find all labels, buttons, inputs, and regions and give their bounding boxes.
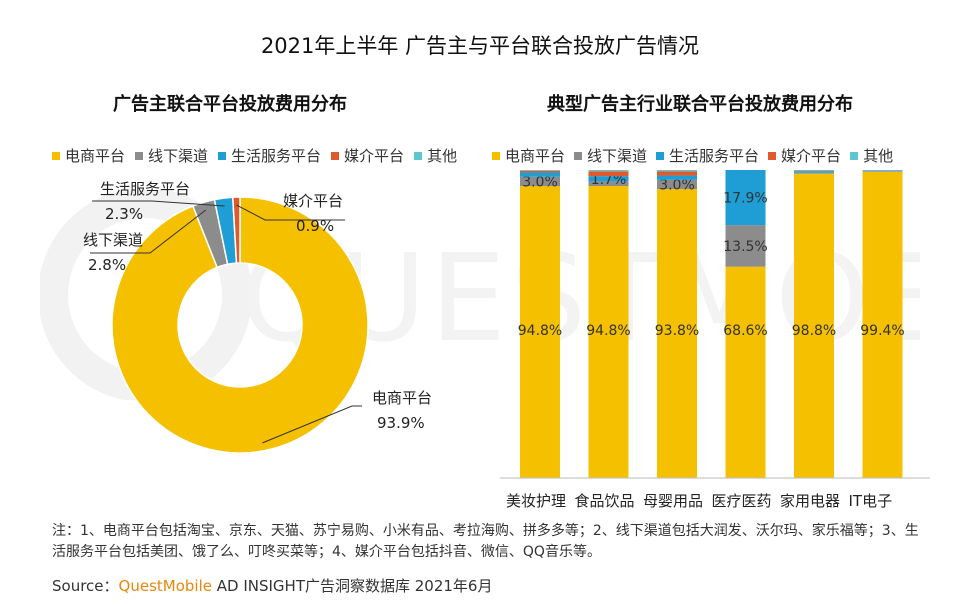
bar-segment (862, 171, 903, 478)
bar-segment (588, 171, 629, 177)
bar-value-label: 93.8% (655, 323, 699, 339)
bar-segment (725, 266, 766, 478)
bar-category-label: 母婴用品 (643, 492, 704, 510)
legend-swatch (414, 151, 423, 160)
legend-swatch (218, 151, 227, 160)
pie-slice (111, 196, 369, 454)
bar-value-label: 94.8% (518, 323, 562, 339)
bar-segment (794, 173, 834, 479)
bar-segment (657, 189, 697, 478)
pie-leader-line (262, 405, 362, 444)
legend-label: 电商平台 (65, 147, 126, 165)
bar-segment (794, 172, 834, 174)
pie-leader-line (90, 209, 207, 254)
pie-legend-item: 电商平台 (52, 145, 125, 166)
bar-legend-item: 电商平台 (492, 145, 565, 166)
legend-swatch (52, 151, 60, 160)
bar-legend-item: 线下渠道 (574, 145, 647, 166)
pie-legend: 电商平台 线下渠道 生活服务平台 媒介平台 其他 (52, 145, 457, 166)
legend-swatch (656, 151, 665, 160)
bar-legend: 电商平台 线下渠道 生活服务平台 媒介平台 其他 (492, 145, 893, 166)
legend-label: 生活服务平台 (231, 147, 322, 165)
bar-segment (588, 186, 629, 479)
bar-segment (794, 171, 834, 173)
pie-slice (231, 196, 241, 264)
bar-chart: 94.8%3.0%94.8%1.7%93.8%3.0%68.6%13.5%17.… (500, 170, 930, 479)
bar-category-label: 医疗医药 (711, 492, 772, 510)
legend-swatch (768, 151, 777, 160)
pie-leader-line (92, 200, 225, 207)
legend-swatch (574, 151, 583, 160)
bar-value-label: 3.0% (659, 177, 695, 193)
bar-category-label: 食品饮品 (574, 492, 635, 510)
bar-legend-item: 媒介平台 (768, 145, 841, 166)
bar-category-label: IT电子 (848, 492, 893, 510)
legend-label: 线下渠道 (587, 147, 648, 165)
legend-label: 其他 (863, 147, 894, 165)
bar-category-label: 美妆护理 (506, 492, 567, 510)
bar-value-label: 98.8% (792, 323, 836, 339)
legend-swatch (850, 151, 859, 160)
bar-segment (520, 176, 560, 187)
main-title: 2021年上半年 广告主与平台联合投放广告情况 (260, 34, 700, 58)
pie-legend-item: 其他 (414, 145, 457, 166)
legend-label: 其他 (427, 147, 458, 165)
pie-legend-item: 生活服务平台 (218, 145, 321, 166)
bar-segment (657, 179, 697, 190)
legend-swatch (492, 151, 500, 160)
legend-label: 媒介平台 (781, 147, 842, 165)
bar-value-label: 3.0% (522, 174, 558, 190)
pie-chart: 电商平台 93.9% 线下渠道 2.8% 生活服务平台 2.3% 媒介平台 0.9% (83, 180, 432, 454)
bar-value-label: 13.5% (723, 239, 767, 255)
bar-value-label: 17.9% (723, 191, 767, 207)
bar-segment (588, 176, 629, 182)
bar-chart-title: 典型广告主行业联合平台投放费用分布 (547, 94, 853, 115)
pie-legend-item: 媒介平台 (331, 145, 404, 166)
bar-segment (725, 225, 766, 267)
pie-category-label: 线下渠道 (83, 231, 143, 249)
bar-legend-item: 生活服务平台 (656, 145, 759, 166)
bar-value-label: 94.8% (586, 323, 630, 339)
bar-segment (588, 181, 629, 187)
bar-segment (588, 170, 629, 172)
bar-value-label: 68.6% (723, 323, 767, 339)
legend-label: 电商平台 (505, 147, 566, 165)
bar-segment (520, 186, 560, 479)
legend-label: 生活服务平台 (669, 147, 760, 165)
bar-category-label: 家用电器 (780, 492, 841, 510)
source-brand: QuestMobile (118, 577, 212, 595)
bar-segment (520, 170, 560, 173)
bar-segment (657, 170, 697, 172)
source-rest: AD INSIGHT广告洞察数据库 2021年6月 (211, 577, 493, 595)
bar-legend-item: 其他 (850, 145, 893, 166)
source-line: Source：QuestMobile AD INSIGHT广告洞察数据库 202… (52, 575, 492, 596)
legend-label: 媒介平台 (344, 147, 405, 165)
bar-segment (657, 175, 697, 180)
bar-segment (794, 170, 834, 172)
pie-category-label: 电商平台 (372, 389, 432, 407)
bar-segment (520, 172, 560, 177)
bar-value-label: 99.4% (860, 323, 904, 339)
source-prefix: Source： (52, 577, 119, 595)
pie-category-label: 生活服务平台 (100, 180, 190, 198)
bar-segment (520, 170, 560, 171)
bar-segment (862, 171, 903, 172)
pie-category-label: 媒介平台 (283, 192, 343, 210)
pie-leader-line (236, 204, 345, 221)
legend-swatch (331, 151, 340, 160)
footnote: 注：1、电商平台包括淘宝、京东、天猫、苏宁易购、小米有品、考拉海购、拼多多等；2… (52, 523, 919, 560)
bar-segment (725, 170, 766, 226)
pie-value-label: 2.8% (88, 256, 126, 274)
bar-segment (657, 171, 697, 176)
pie-value-label: 2.3% (105, 205, 143, 223)
bar-segment (794, 170, 834, 171)
pie-value-label: 93.9% (377, 414, 425, 432)
pie-value-label: 0.9% (296, 217, 334, 235)
legend-swatch (135, 151, 144, 160)
bar-segment (862, 170, 903, 172)
legend-label: 线下渠道 (148, 147, 209, 165)
pie-legend-item: 线下渠道 (135, 145, 208, 166)
pie-chart-title: 广告主联合平台投放费用分布 (113, 94, 347, 115)
